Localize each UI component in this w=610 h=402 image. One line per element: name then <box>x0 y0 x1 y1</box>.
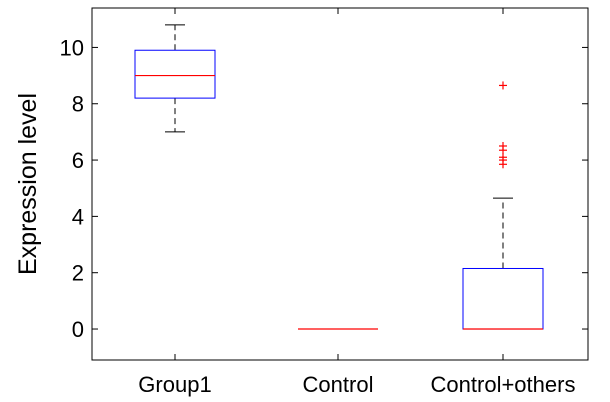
x-tick-label: Control <box>303 372 374 397</box>
plot-area <box>91 7 589 361</box>
box-series <box>134 24 544 330</box>
y-tick-label: 10 <box>60 35 84 60</box>
y-tick-label: 6 <box>72 148 84 173</box>
y-tick-label: 4 <box>72 204 84 229</box>
y-axis-ticks: 0 2 4 6 8 10 <box>60 35 588 342</box>
box-iqr <box>134 49 216 99</box>
outlier-marker <box>499 81 507 90</box>
x-tick-label: Control+others <box>431 372 576 397</box>
outlier-marker <box>499 141 507 150</box>
box-control-others <box>462 81 544 330</box>
y-tick-label: 8 <box>72 92 84 117</box>
y-tick-label: 0 <box>72 317 84 342</box>
y-tick-label: 2 <box>72 261 84 286</box>
x-axis-ticks: Group1 Control Control+others <box>138 8 575 397</box>
outlier-marker <box>499 153 507 162</box>
box-group1 <box>134 24 216 133</box>
y-axis-label: Expression level <box>14 93 42 275</box>
x-tick-label: Group1 <box>138 372 211 397</box>
